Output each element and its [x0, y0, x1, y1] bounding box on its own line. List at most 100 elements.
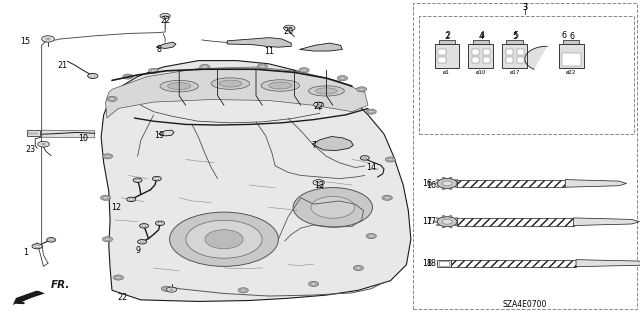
Text: 17: 17	[422, 217, 432, 226]
Text: 22: 22	[160, 16, 170, 25]
Bar	[506, 49, 513, 55]
Polygon shape	[525, 46, 547, 69]
Bar	[506, 40, 522, 44]
Circle shape	[100, 195, 111, 200]
Circle shape	[388, 158, 393, 161]
Text: 19: 19	[154, 131, 164, 140]
Bar	[413, 3, 637, 309]
Bar	[472, 49, 479, 55]
Bar	[559, 44, 584, 68]
Text: 21: 21	[58, 61, 68, 70]
Circle shape	[129, 198, 133, 200]
Circle shape	[436, 186, 439, 188]
Circle shape	[152, 176, 161, 181]
Ellipse shape	[316, 88, 337, 94]
Circle shape	[113, 275, 124, 280]
Circle shape	[102, 237, 113, 242]
Circle shape	[434, 221, 437, 222]
Polygon shape	[300, 43, 342, 51]
Bar	[457, 180, 565, 187]
Circle shape	[301, 69, 307, 71]
Circle shape	[359, 88, 364, 91]
Bar	[437, 260, 451, 267]
Polygon shape	[42, 130, 95, 138]
Circle shape	[442, 188, 445, 189]
Circle shape	[311, 197, 355, 218]
Bar	[562, 53, 581, 66]
Circle shape	[90, 75, 95, 77]
Ellipse shape	[219, 80, 242, 87]
Bar	[27, 130, 40, 136]
Bar	[419, 16, 634, 134]
Circle shape	[366, 234, 376, 239]
Circle shape	[437, 178, 457, 189]
Circle shape	[442, 177, 445, 179]
Circle shape	[138, 240, 147, 244]
Text: 10: 10	[78, 134, 88, 143]
Circle shape	[107, 96, 117, 101]
Bar	[439, 261, 449, 266]
Bar	[472, 57, 479, 63]
Circle shape	[200, 64, 210, 70]
Circle shape	[436, 179, 439, 181]
Circle shape	[142, 225, 146, 227]
Circle shape	[125, 75, 131, 78]
Circle shape	[202, 66, 207, 68]
Text: 22: 22	[314, 102, 324, 111]
Text: 6: 6	[562, 31, 567, 40]
Circle shape	[260, 65, 265, 68]
Circle shape	[156, 221, 164, 226]
Circle shape	[299, 68, 309, 73]
Ellipse shape	[308, 86, 344, 96]
Circle shape	[340, 77, 345, 79]
Circle shape	[455, 179, 458, 181]
Polygon shape	[13, 291, 45, 305]
Circle shape	[35, 245, 40, 248]
Circle shape	[238, 288, 248, 293]
Circle shape	[385, 157, 396, 162]
Text: 22: 22	[118, 293, 128, 302]
Text: 6: 6	[569, 32, 574, 41]
Circle shape	[442, 219, 452, 224]
Circle shape	[164, 287, 169, 290]
Bar	[506, 57, 513, 63]
Circle shape	[103, 197, 108, 199]
Circle shape	[155, 178, 159, 180]
Circle shape	[356, 87, 367, 92]
Circle shape	[353, 265, 364, 271]
Circle shape	[160, 13, 170, 19]
Circle shape	[148, 68, 159, 73]
Bar	[517, 57, 524, 63]
Text: 4: 4	[480, 31, 485, 40]
Circle shape	[360, 156, 369, 160]
Text: 3: 3	[522, 4, 527, 12]
Circle shape	[455, 186, 458, 188]
Polygon shape	[576, 260, 640, 267]
Circle shape	[449, 216, 452, 217]
Circle shape	[455, 218, 458, 219]
Circle shape	[366, 109, 376, 114]
Circle shape	[293, 188, 372, 227]
Text: 14: 14	[366, 163, 376, 172]
Circle shape	[123, 74, 133, 79]
Ellipse shape	[211, 78, 250, 89]
Circle shape	[385, 197, 390, 199]
Circle shape	[449, 188, 452, 189]
Text: 4: 4	[478, 32, 483, 41]
Text: 1: 1	[23, 248, 28, 256]
Bar	[483, 57, 490, 63]
Circle shape	[140, 224, 148, 228]
Circle shape	[205, 230, 243, 249]
Circle shape	[314, 102, 324, 107]
Polygon shape	[227, 38, 291, 47]
Text: 23: 23	[26, 145, 36, 154]
Bar	[451, 260, 576, 267]
Ellipse shape	[269, 82, 292, 89]
Text: 3: 3	[522, 3, 527, 11]
Text: ø10: ø10	[476, 70, 486, 75]
Bar	[468, 44, 493, 68]
Circle shape	[434, 183, 437, 184]
Text: 16: 16	[426, 181, 436, 189]
Circle shape	[363, 157, 367, 159]
Bar	[438, 57, 445, 63]
